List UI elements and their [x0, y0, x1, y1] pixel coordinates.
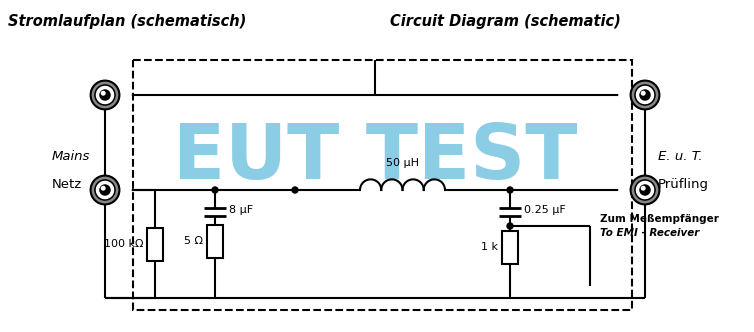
Circle shape	[630, 81, 660, 110]
Circle shape	[90, 176, 119, 205]
Polygon shape	[79, 88, 90, 102]
Text: E. u. T.: E. u. T.	[658, 150, 703, 163]
Circle shape	[95, 180, 115, 200]
Circle shape	[101, 91, 105, 95]
Text: 5 Ω: 5 Ω	[184, 236, 203, 246]
Text: Netz: Netz	[52, 178, 82, 191]
Text: 0.25 μF: 0.25 μF	[524, 205, 566, 215]
Circle shape	[635, 180, 655, 200]
Circle shape	[212, 187, 218, 193]
Circle shape	[90, 81, 119, 110]
Text: Stromlaufplan (schematisch): Stromlaufplan (schematisch)	[8, 14, 247, 29]
Circle shape	[100, 90, 110, 100]
Circle shape	[586, 287, 594, 295]
Text: Zum Meßempfänger: Zum Meßempfänger	[600, 214, 719, 224]
Circle shape	[292, 187, 298, 193]
Polygon shape	[660, 183, 671, 197]
Bar	[502, 230, 518, 264]
Circle shape	[642, 91, 645, 95]
Circle shape	[642, 186, 645, 190]
Polygon shape	[119, 183, 131, 197]
Circle shape	[640, 185, 650, 195]
Circle shape	[640, 90, 650, 100]
Bar	[147, 227, 163, 261]
Text: To EMI - Receiver: To EMI - Receiver	[600, 228, 700, 238]
Text: EUT TEST: EUT TEST	[173, 121, 578, 195]
Text: 100 kΩ: 100 kΩ	[103, 239, 143, 249]
Text: 8 μF: 8 μF	[229, 205, 253, 215]
Polygon shape	[119, 88, 131, 102]
Circle shape	[100, 185, 110, 195]
Polygon shape	[660, 88, 671, 102]
Text: Circuit Diagram (schematic): Circuit Diagram (schematic)	[390, 14, 621, 29]
Text: Mains: Mains	[52, 150, 90, 163]
Polygon shape	[619, 183, 630, 197]
Polygon shape	[79, 183, 90, 197]
Circle shape	[95, 85, 115, 105]
Text: 50 μH: 50 μH	[386, 158, 419, 168]
Circle shape	[635, 85, 655, 105]
Text: Prüfling: Prüfling	[658, 178, 709, 191]
Bar	[207, 224, 223, 258]
Polygon shape	[619, 88, 630, 102]
Circle shape	[507, 187, 513, 193]
Circle shape	[507, 223, 513, 229]
Circle shape	[101, 186, 105, 190]
Bar	[133, 60, 632, 310]
Text: 1 k: 1 k	[481, 242, 498, 252]
Circle shape	[630, 176, 660, 205]
